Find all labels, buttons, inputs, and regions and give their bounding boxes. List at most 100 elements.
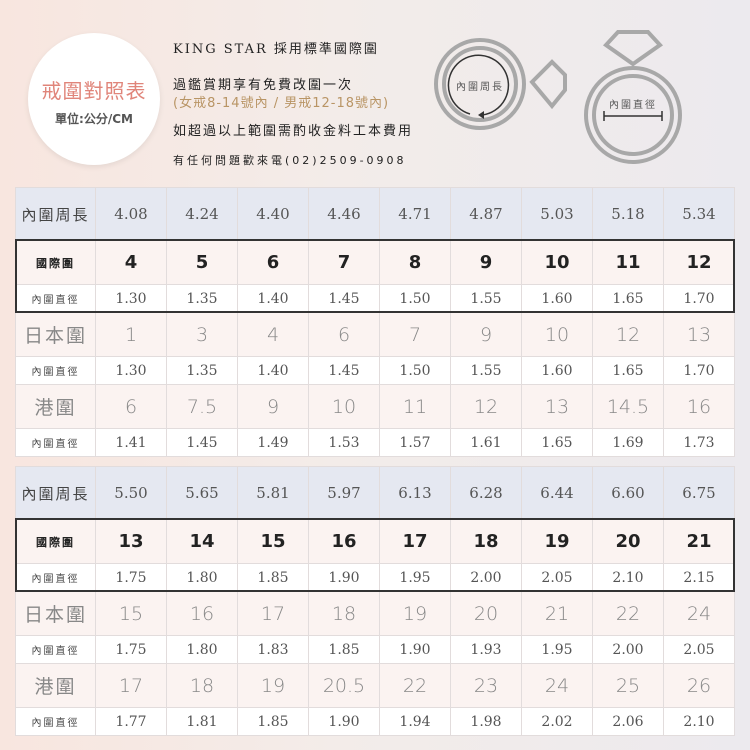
cell-japan: 24 (663, 591, 735, 636)
table-row-intl-diameter: 內圍直徑 1.75 1.80 1.85 1.90 1.95 2.00 2.05 2.10 2.15 (15, 563, 735, 592)
cell-circumference: 6.60 (592, 466, 664, 520)
cell-japan-diameter: 1.45 (308, 356, 380, 385)
cell-international: 7 (308, 240, 380, 285)
ring-diagram: 內圍周長 內圍直徑 (434, 30, 682, 164)
info-standard: KING STAR 採用標準國際圍 (173, 42, 379, 57)
cell-japan-diameter: 1.65 (592, 356, 664, 385)
table-row-hongkong: 港圍 6 7.5 9 10 11 12 13 14.5 16 (15, 384, 735, 429)
cell-circumference: 4.08 (95, 187, 167, 241)
cell-japan-diameter: 1.30 (95, 356, 167, 385)
cell-international: 4 (95, 240, 167, 285)
cell-circumference: 5.34 (663, 187, 735, 241)
cell-hongkong: 22 (379, 663, 451, 708)
cell-japan-diameter: 1.60 (521, 356, 593, 385)
row-label: 內圍直徑 (15, 635, 96, 664)
ring-circumference-icon: 內圍周長 (434, 38, 567, 130)
cell-hongkong: 17 (95, 663, 167, 708)
cell-circumference: 6.13 (379, 466, 451, 520)
row-label: 港圍 (15, 663, 96, 708)
size-table-2: 內圍周長 5.50 5.65 5.81 5.97 6.13 6.28 6.44 6.60 6.75… (15, 466, 735, 736)
cell-japan-diameter: 1.75 (95, 635, 167, 664)
cell-hk-diameter: 1.41 (95, 428, 167, 457)
cell-hk-diameter: 1.61 (450, 428, 522, 457)
table-row-japan-diameter: 內圍直徑 1.75 1.80 1.83 1.85 1.90 1.93 1.95 2.00 2.05 (15, 635, 735, 664)
cell-international: 17 (379, 519, 451, 564)
info-free-resize: 過鑑賞期享有免費改圍一次 (173, 78, 354, 93)
cell-japan-diameter: 1.95 (521, 635, 593, 664)
cell-japan: 9 (450, 312, 522, 357)
cell-international: 8 (379, 240, 451, 285)
cell-intl-diameter: 1.60 (521, 284, 593, 313)
cell-intl-diameter: 1.65 (592, 284, 664, 313)
cell-japan: 19 (379, 591, 451, 636)
row-label: 內圍直徑 (15, 428, 96, 457)
cell-japan: 10 (521, 312, 593, 357)
cell-circumference: 5.50 (95, 466, 167, 520)
cell-hk-diameter: 1.65 (521, 428, 593, 457)
circumference-icon-label: 內圍周長 (456, 81, 504, 93)
cell-hk-diameter: 1.90 (308, 707, 380, 736)
cell-intl-diameter: 1.50 (379, 284, 451, 313)
cell-international: 9 (450, 240, 522, 285)
cell-intl-diameter: 1.45 (308, 284, 380, 313)
cell-international: 5 (166, 240, 238, 285)
row-label: 內圍直徑 (15, 707, 96, 736)
cell-circumference: 4.87 (450, 187, 522, 241)
table-row-japan: 日本圍 15 16 17 18 19 20 21 22 24 (15, 591, 735, 636)
cell-hk-diameter: 1.73 (663, 428, 735, 457)
cell-intl-diameter: 2.10 (592, 563, 664, 592)
cell-intl-diameter: 1.35 (166, 284, 238, 313)
table-row-hk-diameter: 內圍直徑 1.41 1.45 1.49 1.53 1.57 1.61 1.65 1.69 1.73 (15, 428, 735, 457)
cell-intl-diameter: 1.40 (237, 284, 309, 313)
row-label: 國際圍 (15, 240, 96, 285)
cell-hk-diameter: 1.77 (95, 707, 167, 736)
table-row-circumference: 內圍周長 4.08 4.24 4.40 4.46 4.71 4.87 5.03 5.18 5.34 (15, 187, 735, 241)
cell-japan: 21 (521, 591, 593, 636)
chart-title: 戒圍對照表 (41, 79, 147, 103)
table-row-hk-diameter: 內圍直徑 1.77 1.81 1.85 1.90 1.94 1.98 2.02 2.06 2.10 (15, 707, 735, 736)
row-label: 日本圍 (15, 312, 96, 357)
cell-japan: 15 (95, 591, 167, 636)
cell-hongkong: 25 (592, 663, 664, 708)
cell-international: 14 (166, 519, 238, 564)
diameter-icon-label: 內圍直徑 (609, 98, 657, 111)
cell-japan: 22 (592, 591, 664, 636)
row-label: 內圍周長 (15, 187, 96, 241)
cell-hk-diameter: 2.02 (521, 707, 593, 736)
cell-hk-diameter: 1.53 (308, 428, 380, 457)
cell-international: 21 (663, 519, 735, 564)
cell-hongkong: 26 (663, 663, 735, 708)
cell-japan-diameter: 1.80 (166, 635, 238, 664)
cell-japan: 17 (237, 591, 309, 636)
cell-circumference: 4.24 (166, 187, 238, 241)
table-row-hongkong: 港圍 17 18 19 20.5 22 23 24 25 26 (15, 663, 735, 708)
cell-circumference: 4.46 (308, 187, 380, 241)
cell-intl-diameter: 2.15 (663, 563, 735, 592)
cell-international: 20 (592, 519, 664, 564)
row-label: 內圍直徑 (15, 356, 96, 385)
cell-japan: 1 (95, 312, 167, 357)
cell-japan-diameter: 1.90 (379, 635, 451, 664)
cell-japan-diameter: 1.35 (166, 356, 238, 385)
cell-intl-diameter: 2.00 (450, 563, 522, 592)
cell-hongkong: 13 (521, 384, 593, 429)
cell-international: 19 (521, 519, 593, 564)
cell-circumference: 4.40 (237, 187, 309, 241)
cell-international: 18 (450, 519, 522, 564)
cell-circumference: 6.44 (521, 466, 593, 520)
unit-label: 單位:公分/CM (55, 112, 133, 126)
cell-japan-diameter: 1.93 (450, 635, 522, 664)
cell-hongkong: 12 (450, 384, 522, 429)
cell-circumference: 5.18 (592, 187, 664, 241)
cell-japan: 3 (166, 312, 238, 357)
cell-hk-diameter: 1.94 (379, 707, 451, 736)
cell-international: 11 (592, 240, 664, 285)
cell-hongkong: 16 (663, 384, 735, 429)
cell-japan: 20 (450, 591, 522, 636)
cell-japan-diameter: 1.70 (663, 356, 735, 385)
cell-japan: 4 (237, 312, 309, 357)
cell-hk-diameter: 1.49 (237, 428, 309, 457)
cell-japan: 18 (308, 591, 380, 636)
cell-hongkong: 23 (450, 663, 522, 708)
cell-hk-diameter: 2.10 (663, 707, 735, 736)
